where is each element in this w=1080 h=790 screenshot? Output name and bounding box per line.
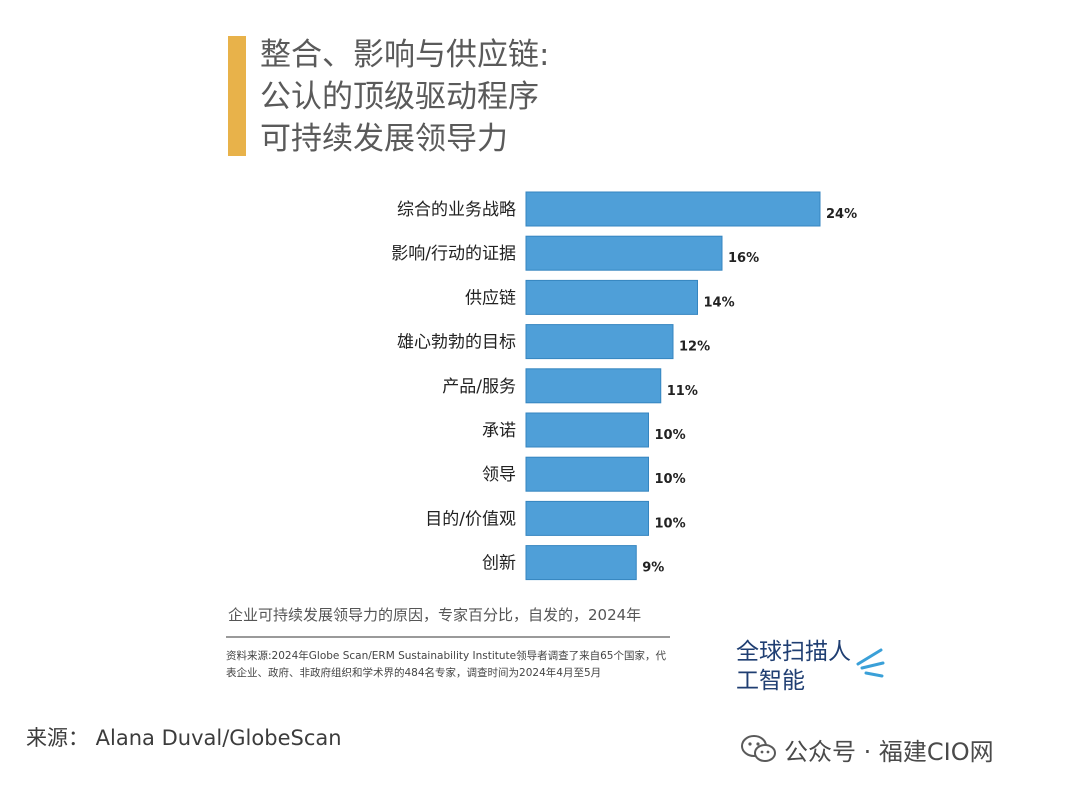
category-label-3: 雄心勃勃的目标 <box>397 333 516 353</box>
bar-4 <box>525 368 662 404</box>
bar-chart: 综合的业务战略 24% 影响/行动的证据 16% 供应链 14% 雄心勃勃的目标 12% 产品/… <box>391 191 857 581</box>
value-label-8: 9% <box>642 561 664 576</box>
bar-1 <box>525 235 723 271</box>
value-label-5: 10% <box>655 428 686 443</box>
value-label-2: 14% <box>704 295 735 310</box>
title-accent-bar <box>228 36 246 156</box>
value-label-0: 24% <box>826 207 857 222</box>
value-label-7: 10% <box>655 516 686 531</box>
bar-7 <box>525 500 649 536</box>
category-label-7: 目的/价值观 <box>425 509 516 529</box>
category-label-8: 创新 <box>482 554 516 574</box>
bar-3 <box>525 324 674 360</box>
watermark: 公众号 · 福建CIO网 <box>784 738 994 766</box>
value-label-1: 16% <box>728 251 759 266</box>
category-label-1: 影响/行动的证据 <box>391 244 516 264</box>
bar-0 <box>525 191 821 227</box>
brand-line-1: 全球扫描人 <box>736 639 851 665</box>
chart-caption: 企业可持续发展领导力的原因，专家百分比，自发的，2024年 <box>228 606 642 624</box>
category-label-4: 产品/服务 <box>442 377 516 397</box>
divider <box>226 636 670 638</box>
wechat-icon <box>741 735 776 762</box>
source-credit: 来源： Alana Duval/GlobeScan <box>26 726 342 750</box>
source-note: 资料来源:2024年Globe Scan/ERM Sustainability … <box>226 650 666 679</box>
chart-title-line-1: 整合、影响与供应链: <box>260 37 550 73</box>
bar-5 <box>525 412 649 448</box>
value-label-3: 12% <box>679 340 710 355</box>
category-label-6: 领导 <box>482 465 516 485</box>
category-label-5: 承诺 <box>482 421 516 441</box>
brand-rays-icon <box>856 648 885 678</box>
value-label-6: 10% <box>655 472 686 487</box>
category-label-2: 供应链 <box>465 288 516 308</box>
chart-title-line-3: 可持续发展领导力 <box>260 121 508 157</box>
chart-title-line-2: 公认的顶级驱动程序 <box>260 79 539 115</box>
category-label-0: 综合的业务战略 <box>397 200 516 220</box>
value-label-4: 11% <box>667 384 698 399</box>
brand-logo-text: 全球扫描人 工智能 <box>736 638 851 696</box>
bar-6 <box>525 456 649 492</box>
brand-line-2: 工智能 <box>736 668 805 694</box>
bar-8 <box>525 545 637 581</box>
bar-2 <box>525 279 698 315</box>
